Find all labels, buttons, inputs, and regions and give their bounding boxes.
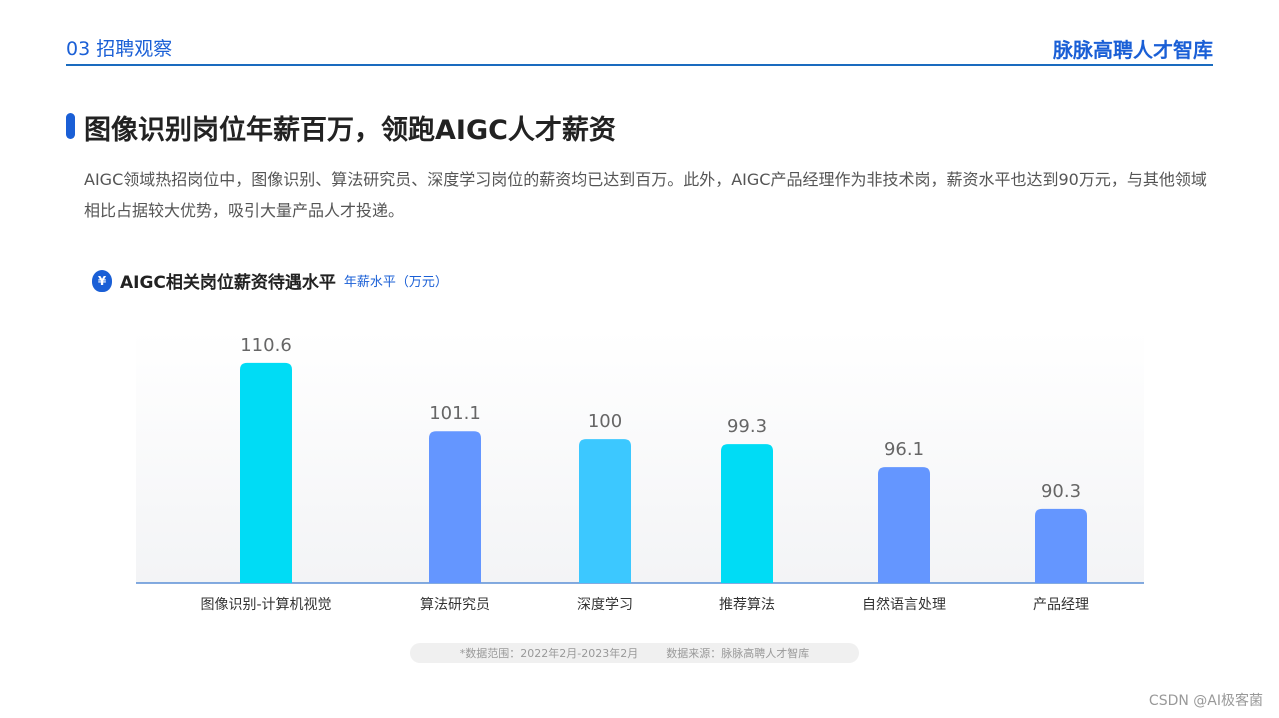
- brand-logo: 脉脉高聘人才智库: [1053, 38, 1213, 62]
- header-divider: [66, 64, 1213, 66]
- x-tick-label: 自然语言处理: [862, 596, 946, 613]
- data-label: 99.3: [727, 416, 767, 437]
- data-range: *数据范围：2022年2月-2023年2月: [459, 647, 639, 660]
- money-bag-icon: ¥: [92, 269, 112, 292]
- title-accent: [66, 113, 75, 139]
- x-tick-label: 图像识别-计算机视觉: [200, 597, 331, 613]
- x-tick-label: 推荐算法: [719, 597, 775, 613]
- plot-background: [136, 330, 1144, 583]
- section-label: 03 招聘观察: [66, 38, 173, 60]
- chart-title: AIGC相关岗位薪资待遇水平: [120, 273, 336, 293]
- page-title: 图像识别岗位年薪百万，领跑AIGC人才薪资: [84, 115, 616, 146]
- watermark: CSDN @AI极客菌: [1148, 693, 1263, 709]
- data-label: 101.1: [429, 403, 481, 424]
- data-source: 数据来源：脉脉高聘人才智库: [666, 647, 810, 660]
- data-label: 96.1: [884, 439, 924, 460]
- bar: [579, 439, 631, 583]
- chart-unit: 年薪水平（万元）: [343, 275, 448, 290]
- bar: [721, 444, 773, 583]
- data-label: 110.6: [240, 335, 292, 356]
- x-tick-label: 算法研究员: [420, 597, 490, 613]
- description: AIGC领域热招岗位中，图像识别、算法研究员、深度学习岗位的薪资均已达到百万。此…: [84, 170, 1207, 220]
- data-label: 100: [588, 411, 622, 432]
- bar: [1035, 508, 1087, 583]
- x-tick-label: 深度学习: [577, 597, 633, 613]
- bar: [878, 467, 930, 583]
- x-tick-label: 产品经理: [1033, 597, 1089, 613]
- bar: [429, 431, 481, 583]
- bar: [240, 362, 292, 583]
- data-label: 90.3: [1041, 481, 1081, 502]
- chart-header: ¥ AIGC相关岗位薪资待遇水平 年薪水平（万元）: [92, 268, 448, 293]
- footnote: *数据范围：2022年2月-2023年2月 数据来源：脉脉高聘人才智库: [410, 643, 859, 663]
